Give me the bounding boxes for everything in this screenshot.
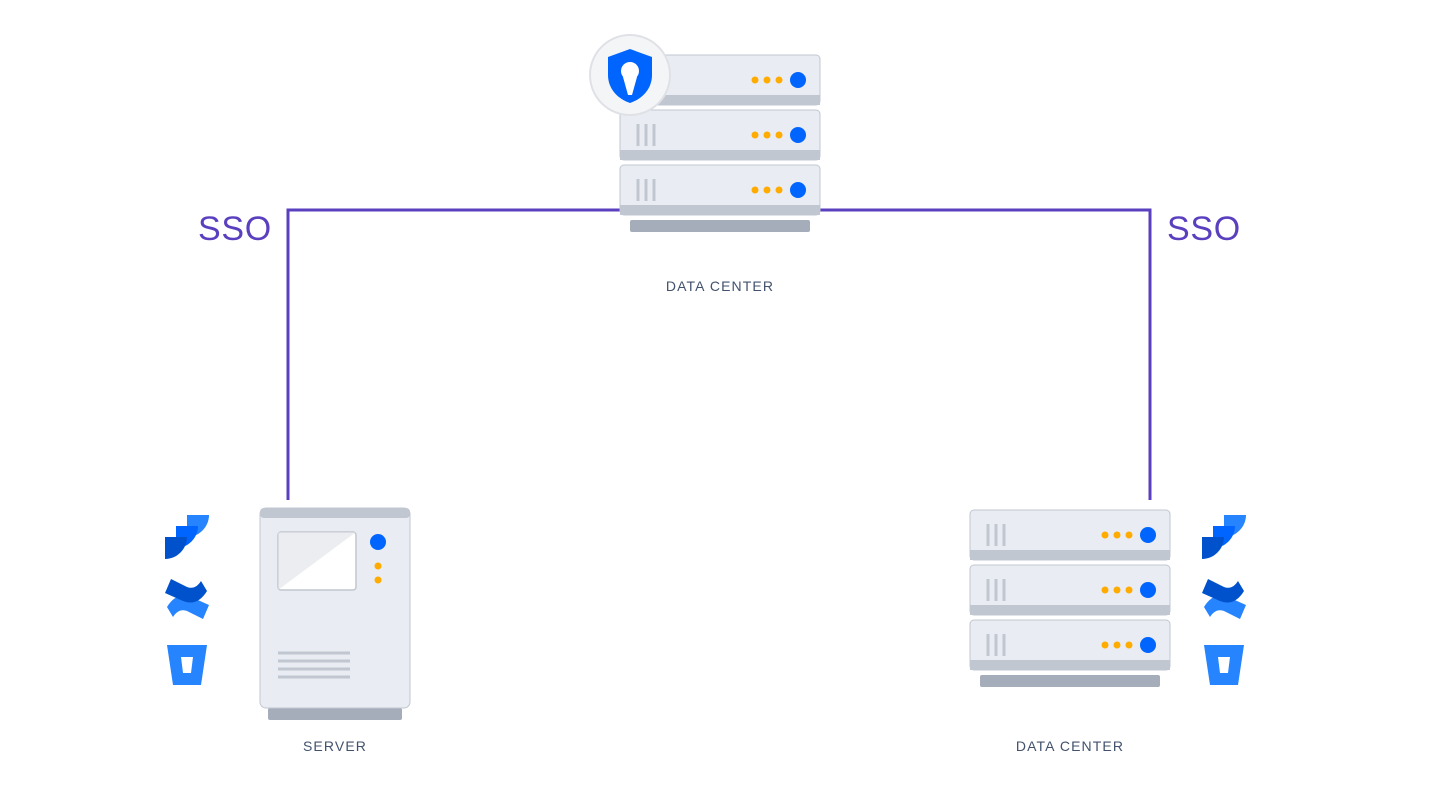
left-server-label: SERVER <box>285 738 385 754</box>
shield-badge <box>590 35 670 115</box>
jira-icon <box>1202 515 1246 559</box>
right-dc-label: DATA CENTER <box>1010 738 1130 754</box>
connector-left <box>288 210 620 500</box>
connector-right <box>820 210 1150 500</box>
top-datacenter-node <box>590 35 820 232</box>
confluence-icon <box>165 579 209 619</box>
diagram-canvas: SSO SSO DATA CENTER SERVER DATA CENTER <box>0 0 1440 810</box>
product-icons-right <box>1202 515 1246 685</box>
right-datacenter-node <box>970 510 1170 687</box>
confluence-icon <box>1202 579 1246 619</box>
sso-label-right: SSO <box>1167 210 1241 249</box>
sso-label-left: SSO <box>198 210 272 249</box>
jira-icon <box>165 515 209 559</box>
bitbucket-icon <box>1204 645 1244 685</box>
top-dc-label: DATA CENTER <box>660 278 780 294</box>
bitbucket-icon <box>167 645 207 685</box>
diagram-svg <box>0 0 1440 810</box>
connectors <box>288 210 1150 500</box>
left-server-node <box>260 508 410 720</box>
product-icons-left <box>165 515 209 685</box>
